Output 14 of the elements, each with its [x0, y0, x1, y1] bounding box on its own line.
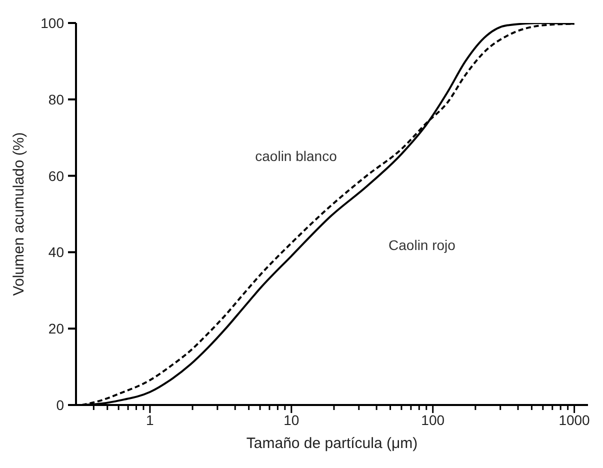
- y-tick-label: 60: [48, 168, 64, 184]
- annotation: Caolin rojo: [388, 237, 456, 253]
- x-tick-label: 100: [421, 412, 445, 428]
- y-tick-label: 0: [56, 397, 64, 413]
- x-axis-title: Tamaño de partícula (μm): [246, 435, 418, 452]
- y-tick-label: 80: [48, 91, 64, 108]
- x-tick-label: 1: [146, 412, 154, 428]
- y-tick-label: 20: [48, 320, 64, 337]
- y-tick-label: 40: [48, 244, 64, 260]
- x-tick-label: 1000: [558, 412, 590, 428]
- y-tick-label: 100: [40, 15, 64, 31]
- y-axis-title: Volumen acumulado (%): [10, 132, 28, 296]
- x-tick-label: 10: [284, 412, 300, 428]
- annotation: caolin blanco: [255, 148, 337, 164]
